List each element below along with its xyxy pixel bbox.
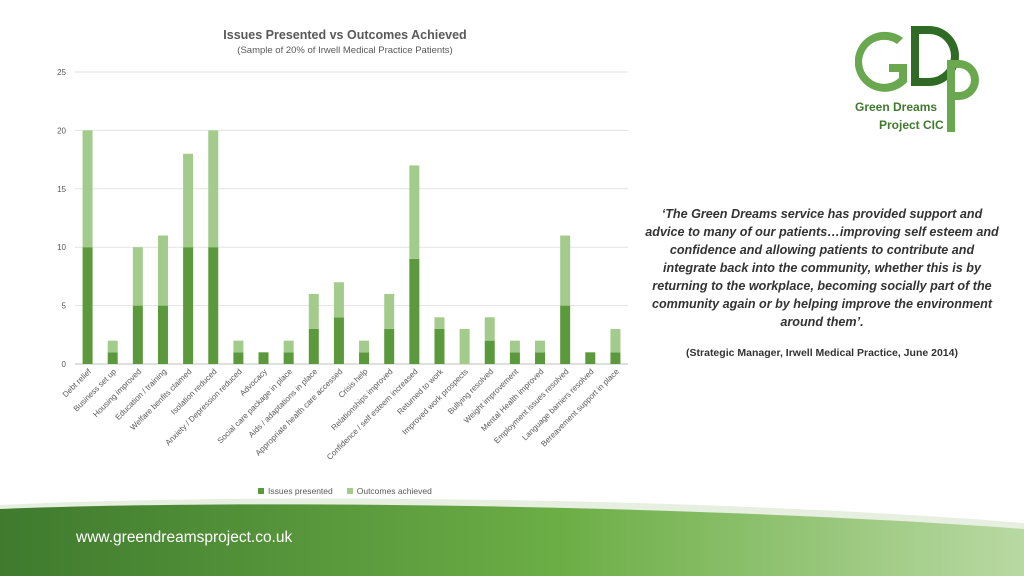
y-tick-label: 20 [57, 126, 66, 135]
y-tick-label: 10 [57, 243, 66, 252]
bar-issues-presented [233, 352, 244, 364]
logo-line2: Project CIC [879, 118, 944, 132]
bar-issues-presented [484, 340, 495, 364]
y-tick-label: 25 [57, 68, 66, 77]
bar-outcomes-achieved [509, 340, 520, 353]
chart-subtitle: (Sample of 20% of Irwell Medical Practic… [237, 45, 453, 56]
bar-outcomes-achieved [107, 340, 118, 353]
bar-outcomes-achieved [157, 235, 168, 306]
bar-issues-presented [132, 305, 143, 364]
bar-outcomes-achieved [560, 235, 571, 306]
bar-outcomes-achieved [82, 130, 93, 248]
bar-issues-presented [107, 352, 118, 364]
bar-outcomes-achieved [384, 293, 395, 329]
bar-issues-presented [560, 305, 571, 364]
bar-outcomes-achieved [610, 328, 621, 353]
x-tick-label: Bullying resolved [446, 367, 495, 416]
bar-issues-presented [283, 352, 294, 364]
bar-outcomes-achieved [359, 340, 370, 353]
bar-issues-presented [535, 352, 546, 364]
bar-issues-presented [82, 247, 93, 364]
quote-attribution: (Strategic Manager, Irwell Medical Pract… [686, 347, 958, 359]
legend-swatch-issues [258, 488, 264, 494]
legend-item-issues: Issues presented [258, 486, 333, 496]
bar-issues-presented [183, 247, 194, 364]
bar-outcomes-achieved [208, 130, 219, 248]
x-tick-label: Isolation reduced [169, 367, 218, 416]
bar-outcomes-achieved [132, 247, 143, 306]
bar-issues-presented [585, 352, 596, 364]
bar-issues-presented [509, 352, 520, 364]
bar-issues-presented [333, 317, 344, 364]
bar-issues-presented [384, 328, 395, 364]
legend-label-issues: Issues presented [268, 486, 333, 496]
bar-issues-presented [258, 352, 269, 364]
bar-issues-presented [359, 352, 370, 364]
bar-issues-presented [434, 328, 445, 364]
bar-issues-presented [208, 247, 219, 364]
website-link[interactable]: www.greendreamsproject.co.uk [76, 529, 293, 546]
chart-legend: Issues presented Outcomes achieved [258, 486, 432, 496]
legend-label-outcomes: Outcomes achieved [356, 486, 432, 496]
legend-swatch-outcomes [346, 488, 353, 494]
bar-outcomes-achieved [308, 293, 319, 329]
y-tick-label: 0 [62, 360, 67, 369]
logo-line1: Green Dreams [855, 100, 938, 114]
bar-issues-presented [610, 352, 621, 364]
bar-issues-presented [409, 258, 420, 364]
bar-outcomes-achieved [233, 340, 244, 353]
y-tick-label: 15 [57, 185, 66, 194]
green-dreams-logo: Green Dreams Project CIC [855, 20, 995, 140]
bar-issues-presented [308, 328, 319, 364]
footer-wave [0, 498, 1024, 576]
bar-outcomes-achieved [434, 317, 445, 329]
bar-outcomes-achieved [459, 328, 470, 364]
gdp-logo-mark [855, 26, 979, 132]
bar-issues-presented [157, 305, 168, 364]
footer-band [0, 495, 1024, 576]
bar-outcomes-achieved [183, 153, 194, 248]
bar-outcomes-achieved [283, 340, 294, 353]
y-tick-label: 5 [62, 302, 67, 311]
bar-outcomes-achieved [333, 282, 344, 318]
testimonial-quote: ‘The Green Dreams service has provided s… [645, 207, 999, 329]
bar-outcomes-achieved [535, 340, 546, 353]
legend-item-outcomes: Outcomes achieved [346, 486, 432, 496]
bar-outcomes-achieved [409, 165, 420, 259]
x-tick-label: Confidence / self esteem increased [325, 367, 420, 462]
chart-title: Issues Presented vs Outcomes Achieved [223, 28, 467, 42]
bar-outcomes-achieved [484, 317, 495, 341]
